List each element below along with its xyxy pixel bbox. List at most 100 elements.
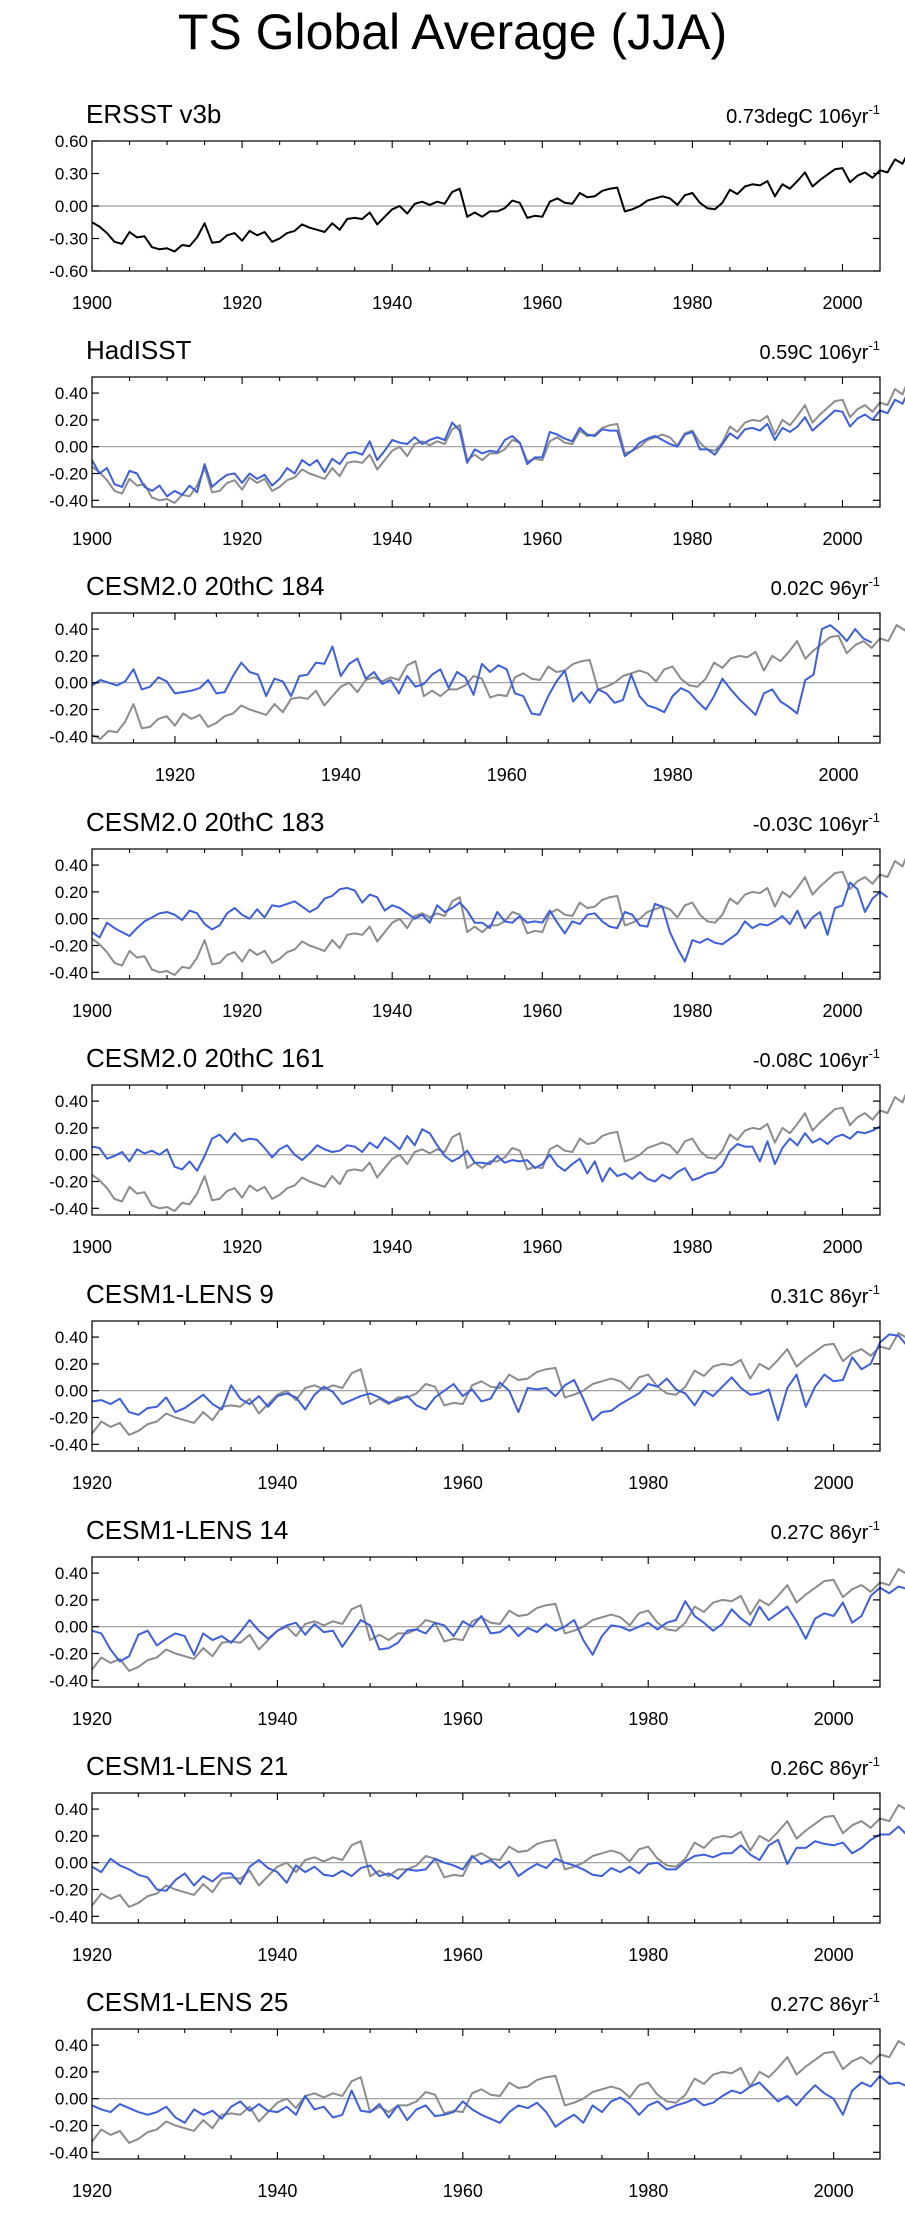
y-tick-label: 0.30	[55, 165, 88, 184]
chart-panel: CESM2.0 20thC 183 -0.03C 106yr-1 0.40 0.20 0…	[49, 807, 905, 1021]
trend-value: 0.26C 86yr	[771, 1758, 869, 1780]
panel-title: CESM2.0 20thC 184	[86, 571, 324, 601]
trend-label: -0.03C 106yr-1	[753, 810, 880, 836]
y-tick-label: 0.40	[55, 620, 88, 639]
y-tick-label: 0.00	[55, 674, 88, 693]
x-tick-label: 1940	[372, 1001, 412, 1021]
y-tick-label: -0.40	[49, 1199, 88, 1218]
x-tick-label: 1960	[522, 1001, 562, 1021]
page-title: TS Global Average (JJA)	[177, 4, 728, 60]
x-tick-label: 2000	[814, 1709, 854, 1729]
panel-title: HadISST	[86, 335, 192, 365]
y-tick-label: 0.60	[55, 132, 88, 151]
chart-panel: CESM1-LENS 21 0.26C 86yr-1 0.40 0.20 0.00 -0.…	[49, 1751, 905, 1965]
x-tick-label: 1900	[72, 529, 112, 549]
trend-exponent: -1	[868, 102, 880, 117]
y-tick-label: -0.20	[49, 1880, 88, 1899]
series-line-obs_ref	[91, 857, 905, 976]
series-line-obs	[91, 156, 905, 253]
x-tick-label: 1960	[487, 765, 527, 785]
trend-label: 0.31C 86yr-1	[771, 1282, 880, 1308]
chart-panel: CESM1-LENS 9 0.31C 86yr-1 0.40 0.20 0.00 -0.2…	[49, 1279, 905, 1493]
chart-panel: CESM2.0 20thC 161 -0.08C 106yr-1 0.40 0.20 0…	[49, 1043, 905, 1257]
trend-exponent: -1	[868, 1754, 880, 1769]
x-tick-label: 1980	[628, 1709, 668, 1729]
series-line-model	[91, 396, 905, 498]
panel-title: CESM1-LENS 9	[86, 1279, 274, 1309]
series-line-model	[91, 881, 889, 963]
y-tick-label: -0.20	[49, 464, 88, 483]
series-line-obs_ref	[91, 1093, 905, 1212]
x-tick-label: 1920	[72, 1945, 112, 1965]
trend-value: 0.73degC 106yr	[726, 106, 869, 128]
x-tick-label: 1980	[628, 2181, 668, 2201]
y-tick-label: 0.00	[55, 910, 88, 929]
trend-exponent: -1	[868, 810, 880, 825]
panel-title: CESM2.0 20thC 183	[86, 807, 324, 837]
trend-label: -0.08C 106yr-1	[753, 1046, 880, 1072]
x-tick-label: 1940	[257, 1945, 297, 1965]
x-tick-label: 1960	[443, 1709, 483, 1729]
x-tick-label: 1960	[522, 529, 562, 549]
y-tick-label: -0.40	[49, 1435, 88, 1454]
y-tick-label: -0.40	[49, 1671, 88, 1690]
y-tick-label: -0.40	[49, 1907, 88, 1926]
trend-exponent: -1	[868, 574, 880, 589]
trend-exponent: -1	[868, 1990, 880, 2005]
trend-exponent: -1	[868, 1518, 880, 1533]
plot-frame	[91, 848, 881, 980]
y-tick-label: 0.20	[55, 2063, 88, 2082]
x-tick-label: 1920	[72, 2181, 112, 2201]
trend-label: 0.59C 106yr-1	[759, 338, 880, 364]
y-tick-label: 0.00	[55, 1854, 88, 1873]
x-tick-label: 2000	[814, 1945, 854, 1965]
y-tick-label: 0.20	[55, 1591, 88, 1610]
series-line-model	[91, 1585, 905, 1663]
x-tick-label: 2000	[822, 529, 862, 549]
trend-value: 0.27C 86yr	[771, 1522, 869, 1544]
x-tick-label: 1920	[72, 1473, 112, 1493]
trend-label: 0.26C 86yr-1	[771, 1754, 880, 1780]
x-tick-label: 2000	[822, 1237, 862, 1257]
y-tick-label: -0.20	[49, 1408, 88, 1427]
trend-exponent: -1	[868, 1046, 880, 1061]
trend-label: 0.27C 86yr-1	[771, 1990, 880, 2016]
series-line-model	[91, 2074, 905, 2128]
trend-exponent: -1	[868, 338, 880, 353]
y-tick-label: 0.20	[55, 1119, 88, 1138]
x-tick-label: 1940	[372, 293, 412, 313]
x-tick-label: 1900	[72, 1001, 112, 1021]
x-tick-label: 1960	[522, 1237, 562, 1257]
y-tick-label: -0.20	[49, 700, 88, 719]
trend-label: 0.02C 96yr-1	[771, 574, 880, 600]
x-tick-label: 1980	[672, 529, 712, 549]
plot-frame	[91, 2028, 881, 2160]
x-tick-label: 1980	[653, 765, 693, 785]
series-line-obs_ref	[91, 385, 905, 504]
series-line-obs_ref	[91, 2040, 905, 2144]
x-tick-label: 1940	[372, 529, 412, 549]
x-tick-label: 1960	[443, 1945, 483, 1965]
x-tick-label: 2000	[822, 293, 862, 313]
x-tick-label: 1900	[72, 293, 112, 313]
y-tick-label: 0.00	[55, 1618, 88, 1637]
x-tick-label: 2000	[819, 765, 859, 785]
y-tick-label: 0.00	[55, 197, 88, 216]
y-tick-label: 0.40	[55, 1092, 88, 1111]
chart-panel: CESM1-LENS 14 0.27C 86yr-1 0.40 0.20 0.00 -0.…	[49, 1515, 905, 1729]
x-tick-label: 1980	[628, 1473, 668, 1493]
series-line-obs_ref	[91, 1804, 905, 1908]
x-tick-label: 1960	[443, 1473, 483, 1493]
panel-title: CESM1-LENS 25	[86, 1987, 288, 2017]
plot-frame	[91, 612, 881, 744]
panel-title: CESM1-LENS 21	[86, 1751, 288, 1781]
y-tick-label: -0.40	[49, 963, 88, 982]
y-tick-label: 0.20	[55, 883, 88, 902]
x-tick-label: 1960	[443, 2181, 483, 2201]
plot-frame	[91, 1084, 881, 1216]
x-tick-label: 2000	[814, 2181, 854, 2201]
x-tick-label: 1940	[257, 1473, 297, 1493]
x-tick-label: 1980	[628, 1945, 668, 1965]
x-tick-label: 1900	[72, 1237, 112, 1257]
